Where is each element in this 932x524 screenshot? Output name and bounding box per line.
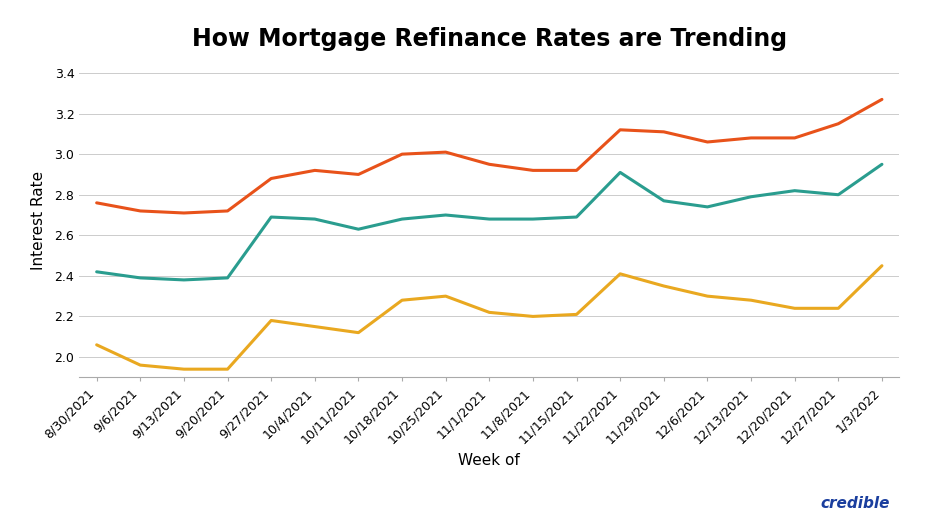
Line: 15-year-fixed: 15-year-fixed bbox=[97, 266, 882, 369]
15-year-fixed bbox=[440, 293, 451, 299]
30-year fixed bbox=[832, 121, 843, 127]
15-year-fixed bbox=[353, 330, 364, 336]
20-year-fixed bbox=[91, 269, 103, 275]
30-year fixed bbox=[789, 135, 801, 141]
20-year-fixed bbox=[353, 226, 364, 232]
30-year fixed bbox=[702, 139, 713, 145]
30-year fixed bbox=[135, 208, 146, 214]
15-year-fixed bbox=[396, 297, 407, 303]
20-year-fixed bbox=[746, 193, 757, 200]
20-year-fixed bbox=[789, 188, 801, 194]
15-year-fixed bbox=[135, 362, 146, 368]
15-year-fixed bbox=[876, 263, 887, 269]
30-year fixed bbox=[614, 127, 625, 133]
15-year-fixed bbox=[91, 342, 103, 348]
15-year-fixed bbox=[484, 309, 495, 315]
30-year fixed bbox=[440, 149, 451, 155]
15-year-fixed bbox=[571, 311, 582, 318]
30-year fixed bbox=[91, 200, 103, 206]
20-year-fixed bbox=[440, 212, 451, 218]
30-year fixed bbox=[266, 176, 277, 182]
20-year-fixed bbox=[571, 214, 582, 220]
20-year-fixed bbox=[266, 214, 277, 220]
30-year fixed bbox=[876, 96, 887, 103]
15-year-fixed bbox=[789, 305, 801, 311]
30-year fixed bbox=[484, 161, 495, 168]
30-year fixed bbox=[746, 135, 757, 141]
Line: 30-year fixed: 30-year fixed bbox=[97, 100, 882, 213]
20-year-fixed bbox=[396, 216, 407, 222]
Title: How Mortgage Refinance Rates are Trending: How Mortgage Refinance Rates are Trendin… bbox=[192, 27, 787, 51]
20-year-fixed bbox=[832, 192, 843, 198]
15-year-fixed bbox=[614, 271, 625, 277]
Line: 20-year-fixed: 20-year-fixed bbox=[97, 165, 882, 280]
30-year fixed bbox=[353, 171, 364, 178]
20-year-fixed bbox=[178, 277, 189, 283]
20-year-fixed bbox=[484, 216, 495, 222]
20-year-fixed bbox=[528, 216, 539, 222]
20-year-fixed bbox=[876, 161, 887, 168]
15-year-fixed bbox=[178, 366, 189, 373]
15-year-fixed bbox=[832, 305, 843, 311]
30-year fixed bbox=[222, 208, 233, 214]
15-year-fixed bbox=[658, 283, 669, 289]
X-axis label: Week of: Week of bbox=[459, 453, 520, 468]
15-year-fixed bbox=[222, 366, 233, 373]
20-year-fixed bbox=[614, 169, 625, 176]
30-year fixed bbox=[658, 129, 669, 135]
20-year-fixed bbox=[135, 275, 146, 281]
15-year-fixed bbox=[746, 297, 757, 303]
Y-axis label: Interest Rate: Interest Rate bbox=[31, 170, 47, 270]
20-year-fixed bbox=[222, 275, 233, 281]
Text: credible: credible bbox=[820, 496, 890, 511]
20-year-fixed bbox=[702, 204, 713, 210]
30-year fixed bbox=[396, 151, 407, 157]
30-year fixed bbox=[528, 167, 539, 173]
20-year-fixed bbox=[658, 198, 669, 204]
15-year-fixed bbox=[702, 293, 713, 299]
30-year fixed bbox=[309, 167, 321, 173]
15-year-fixed bbox=[528, 313, 539, 320]
15-year-fixed bbox=[266, 318, 277, 324]
20-year-fixed bbox=[309, 216, 321, 222]
15-year-fixed bbox=[309, 323, 321, 330]
30-year fixed bbox=[178, 210, 189, 216]
30-year fixed bbox=[571, 167, 582, 173]
